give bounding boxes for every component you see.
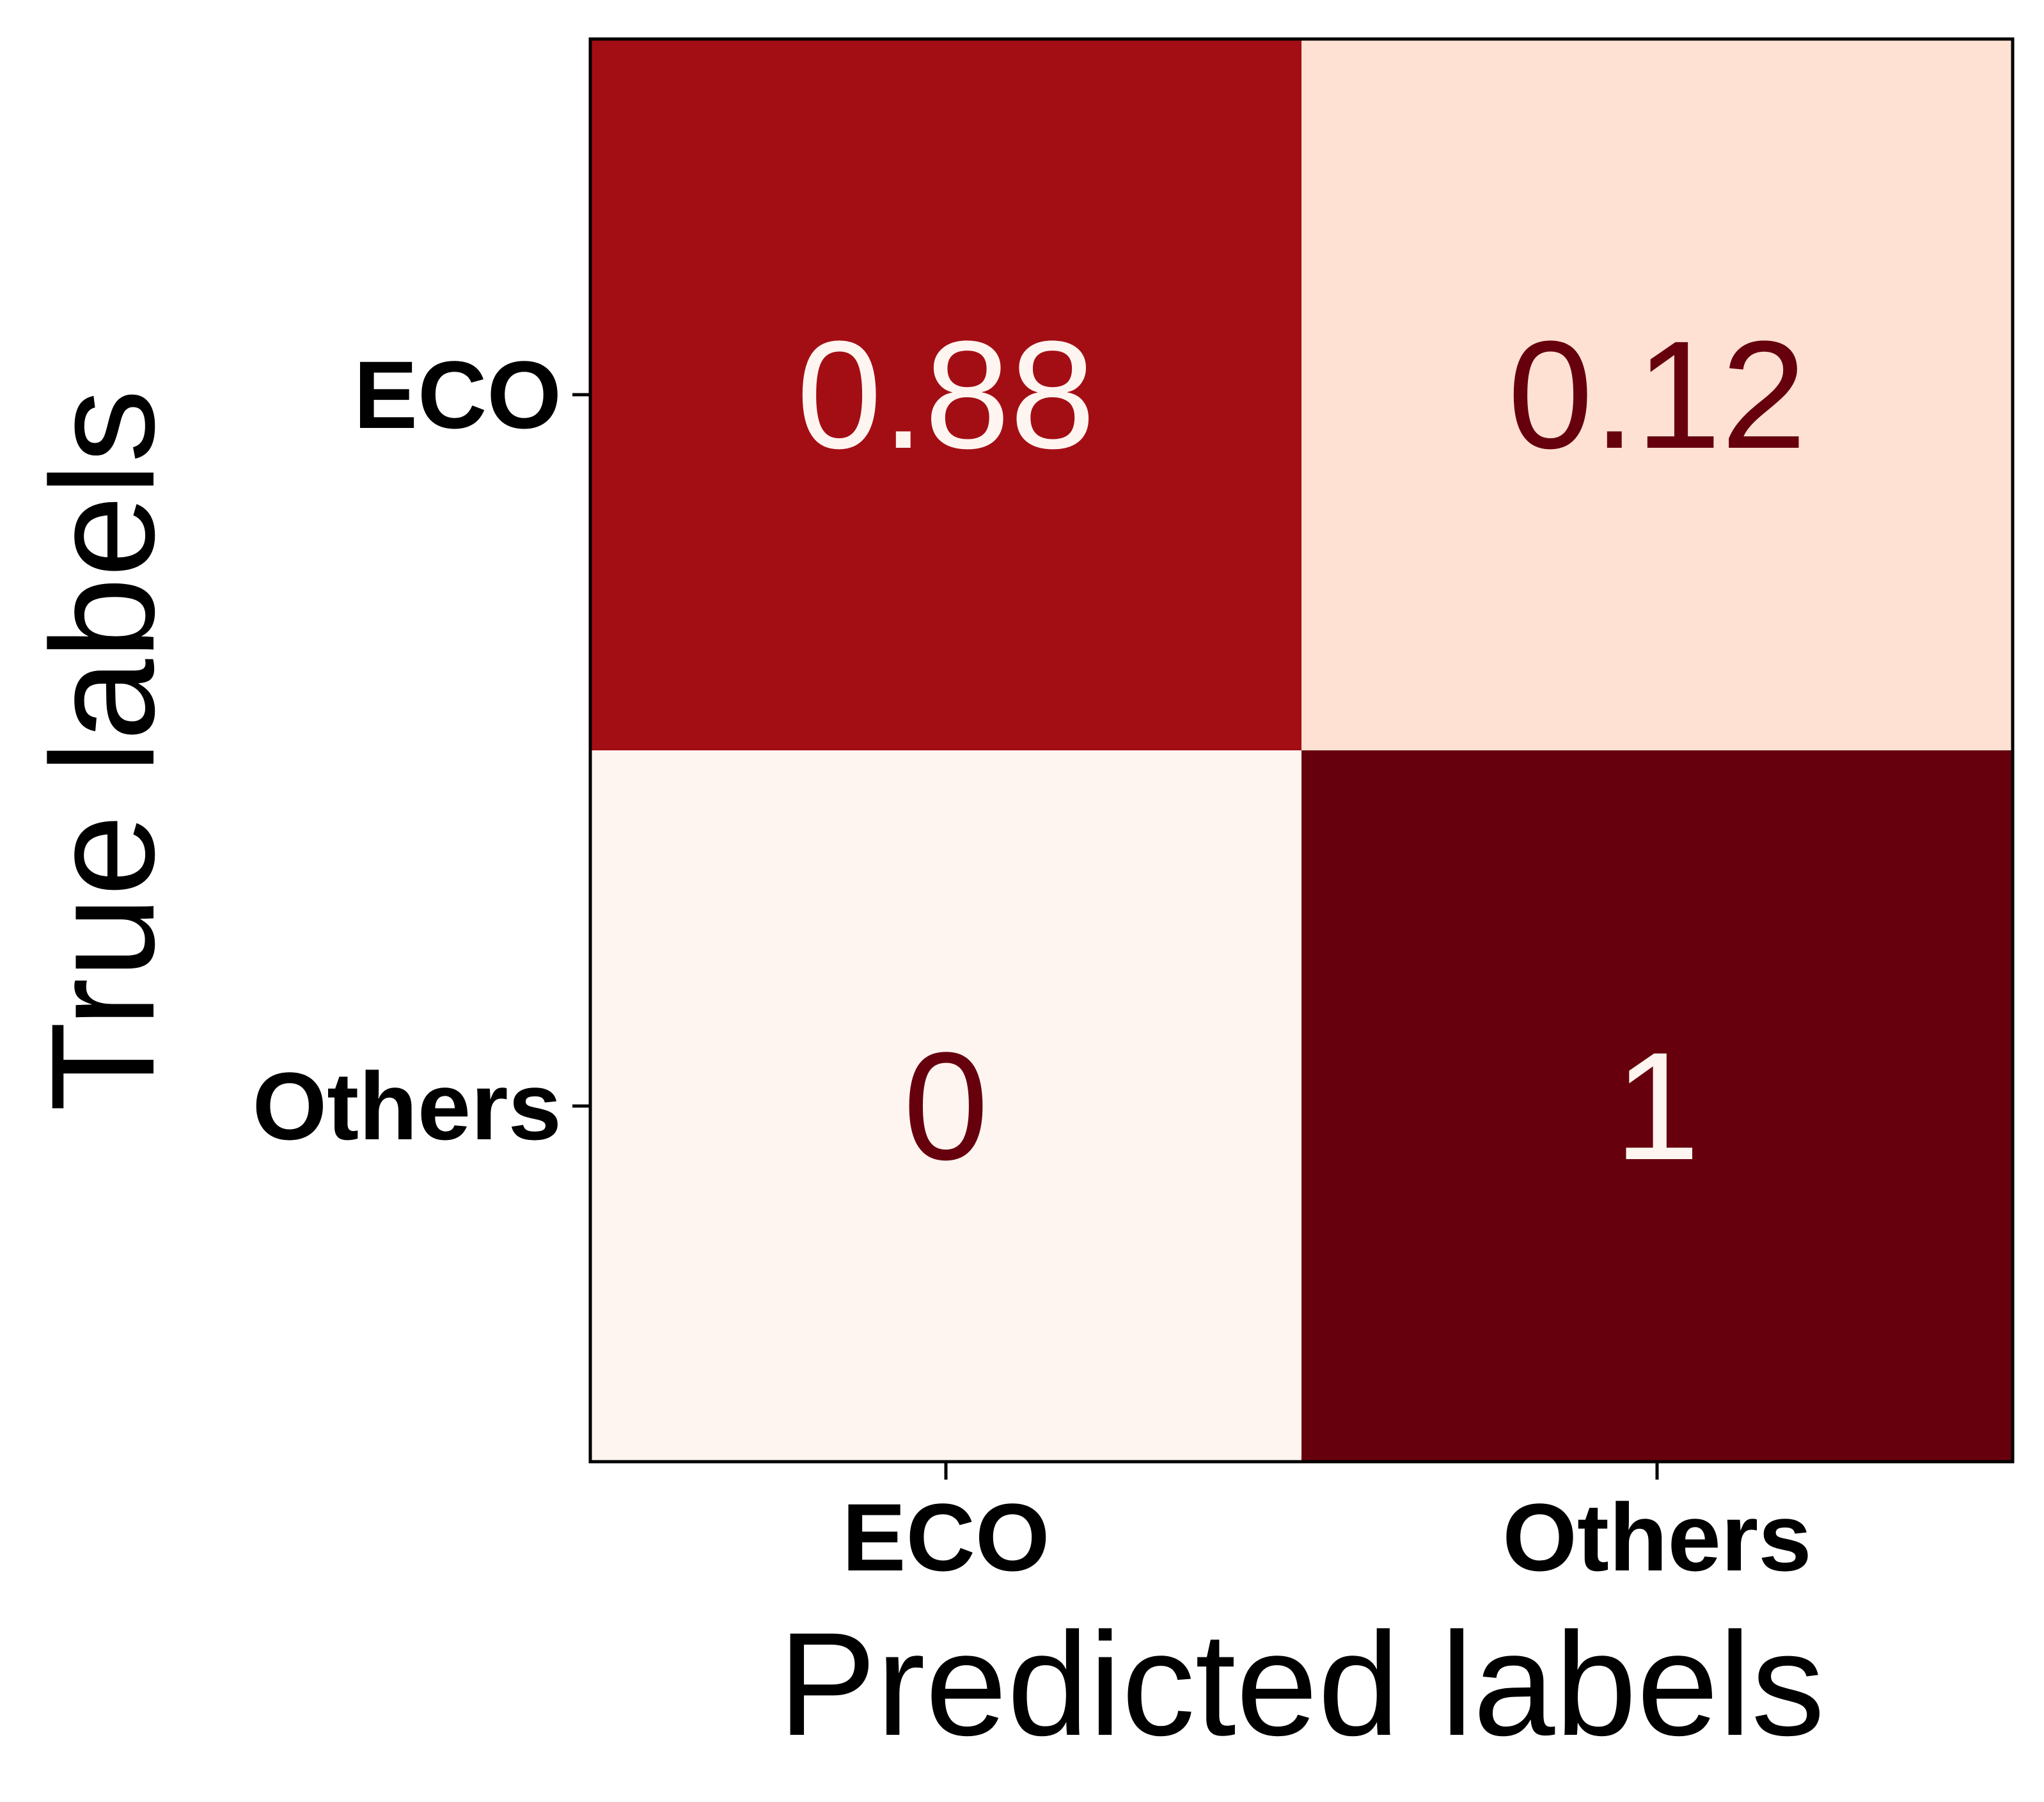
cell-value-label: 0 — [903, 1020, 988, 1192]
heatmap-cell — [1301, 39, 2013, 751]
plot-frame — [588, 37, 2015, 1464]
y-tick-label: Others — [253, 1052, 562, 1160]
cell-value-label: 0.88 — [796, 309, 1095, 480]
cell-value-labels: 0.88 0.12 0 1 — [796, 309, 1806, 1192]
cell-value-label: 1 — [1614, 1020, 1699, 1192]
heatmap-cell — [590, 39, 1302, 751]
heatmap-cell — [590, 750, 1302, 1462]
axis-tick-labels: ECO Others ECO Others — [253, 341, 1812, 1591]
heatmap-cell — [1301, 750, 2013, 1462]
axis-ticks — [572, 393, 1659, 1480]
x-axis-title: Predicted labels — [778, 1602, 1825, 1766]
heatmap-cells — [590, 39, 2013, 1462]
y-tick-label: ECO — [354, 341, 562, 448]
x-tick-label: ECO — [842, 1483, 1050, 1591]
cell-value-label: 0.12 — [1507, 309, 1806, 480]
y-axis-title: True labels — [20, 389, 185, 1111]
x-tick-label: Others — [1502, 1483, 1811, 1591]
